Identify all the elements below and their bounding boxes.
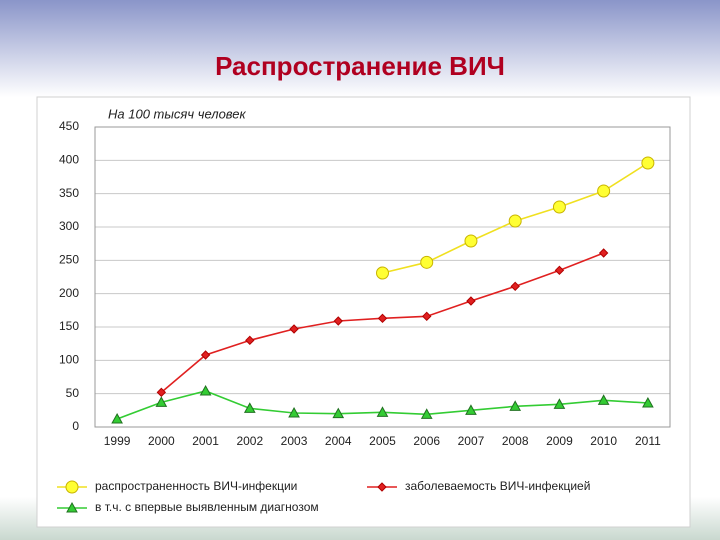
legend-label: распространенность ВИЧ-инфекции	[95, 479, 297, 493]
y-tick-label: 300	[59, 219, 79, 233]
data-point	[553, 398, 566, 409]
data-point	[597, 184, 611, 198]
legend-marker	[377, 482, 387, 492]
x-tick-label: 2002	[236, 434, 263, 448]
data-point	[245, 335, 255, 346]
x-tick-label: 2010	[590, 434, 617, 448]
data-point	[376, 266, 389, 280]
x-tick-label: 2005	[369, 434, 396, 448]
data-point	[466, 296, 476, 306]
data-point	[598, 248, 609, 258]
data-point	[554, 265, 565, 276]
data-point	[509, 400, 522, 411]
data-point	[422, 311, 432, 322]
data-point	[464, 234, 478, 248]
x-tick-label: 2006	[413, 434, 440, 448]
data-point	[199, 384, 212, 396]
y-tick-label: 100	[59, 353, 79, 367]
legend-label: в т.ч. с впервые выявленным диагнозом	[95, 500, 319, 514]
x-tick-label: 2009	[546, 434, 573, 448]
x-tick-label: 2004	[325, 434, 352, 448]
data-point	[552, 200, 566, 214]
y-tick-label: 150	[59, 319, 79, 333]
data-point	[510, 281, 520, 292]
data-point	[332, 407, 345, 419]
y-tick-label: 200	[59, 286, 79, 300]
legend-label: заболеваемость ВИЧ-инфекцией	[405, 479, 590, 493]
data-point	[465, 404, 477, 415]
data-point	[420, 408, 433, 419]
legend-marker	[66, 501, 78, 513]
chart-area	[36, 96, 691, 528]
x-tick-label: 2000	[148, 434, 175, 448]
x-tick-label: 2008	[502, 434, 529, 448]
data-point	[420, 255, 434, 269]
data-point	[155, 396, 168, 407]
x-tick-label: 1999	[104, 434, 131, 448]
y-tick-label: 250	[59, 253, 79, 267]
data-point	[376, 406, 389, 417]
x-tick-label: 2001	[192, 434, 219, 448]
y-tick-label: 350	[59, 186, 79, 200]
y-tick-label: 0	[72, 419, 79, 433]
x-tick-label: 2011	[635, 434, 661, 448]
data-point	[289, 324, 299, 334]
data-point	[200, 350, 211, 360]
y-tick-label: 400	[59, 153, 79, 167]
data-point	[243, 402, 256, 413]
data-point	[641, 156, 655, 170]
annotation: На 100 тысяч человек	[108, 106, 247, 121]
data-point	[377, 313, 388, 324]
data-point	[508, 214, 522, 228]
data-point	[597, 394, 610, 405]
slide-title: Распространение ВИЧ	[215, 51, 505, 81]
x-tick-label: 2003	[281, 434, 308, 448]
data-point	[333, 316, 343, 326]
plot-frame	[94, 126, 671, 428]
data-point	[288, 406, 300, 418]
x-tick-label: 2007	[458, 434, 485, 448]
y-tick-label: 450	[59, 119, 79, 133]
data-point	[111, 412, 123, 424]
data-point	[642, 396, 654, 408]
legend-marker	[65, 480, 79, 494]
y-tick-label: 50	[66, 386, 80, 400]
